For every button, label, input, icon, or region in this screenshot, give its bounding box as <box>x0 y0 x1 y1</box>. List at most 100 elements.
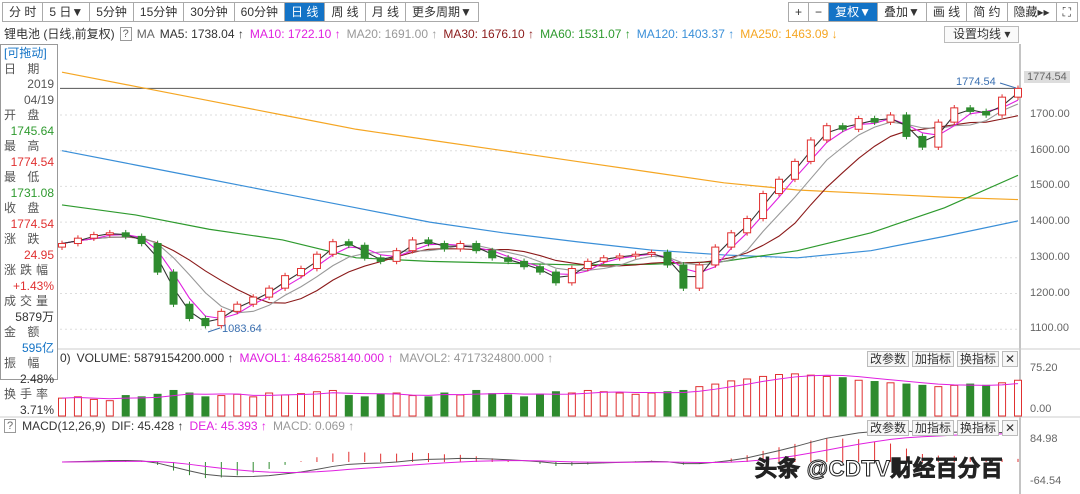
volume-bar <box>328 389 337 417</box>
candle <box>73 237 82 245</box>
volume-bar <box>711 383 720 417</box>
candle <box>376 257 385 262</box>
candle <box>392 250 401 262</box>
candle <box>966 107 975 112</box>
macd-value: DEA: 45.393 ↑ <box>189 419 267 433</box>
toolbar-button[interactable]: − <box>809 2 830 22</box>
candle <box>169 271 178 305</box>
period-tab[interactable]: 月 线 <box>365 2 407 22</box>
ma-value: MA5: 1738.04 ↑ <box>159 26 244 41</box>
candle <box>647 251 656 255</box>
period-tab[interactable]: 5 日▼ <box>43 2 91 22</box>
price-axis-label: 1600.00 <box>1030 143 1070 156</box>
candle <box>759 193 768 220</box>
candle <box>886 114 895 123</box>
candle <box>727 232 736 248</box>
volume-bar <box>838 377 847 417</box>
volume-bar <box>775 374 783 417</box>
volume-bar <box>376 393 385 417</box>
candle <box>440 243 449 250</box>
candle <box>536 266 544 273</box>
candle <box>424 239 433 245</box>
panel-button[interactable]: 改参数 <box>867 351 910 367</box>
price-axis-label: 1700.00 <box>1030 108 1070 120</box>
period-tab[interactable]: 日 线 <box>285 2 326 22</box>
candle <box>998 96 1007 116</box>
info-value-2: 04/19 <box>23 92 54 107</box>
period-tab[interactable]: 30分钟 <box>184 2 235 22</box>
help-button[interactable]: ? <box>119 26 132 41</box>
period-tab[interactable]: 周 线 <box>325 2 366 22</box>
candle <box>201 317 210 327</box>
panel-button[interactable]: 换指标 <box>957 351 1000 367</box>
panel-button[interactable]: ✕ <box>1002 420 1019 436</box>
info-value: 2019 <box>27 77 54 91</box>
toolbar-button[interactable]: + <box>788 2 810 22</box>
info-value: 1774.54 <box>10 154 54 169</box>
volume-header: 0) VOLUME: 5879154200.000 ↑ MAVOL1: 48462… <box>60 351 553 365</box>
panel-button[interactable]: ✕ <box>1002 351 1019 367</box>
dif-line <box>61 429 1019 478</box>
period-tab[interactable]: 更多周期▼ <box>406 2 479 22</box>
toolbar-button[interactable]: 简 约 <box>967 2 1008 22</box>
candle <box>58 243 66 248</box>
info-panel[interactable]: [可拖动] 日 期 2019 04/19 开 盘 1745.64 最 高 1774.54 最 … <box>0 44 58 417</box>
panel-button[interactable]: 加指标 <box>912 420 955 436</box>
ma-label: MA <box>136 26 155 41</box>
period-tab[interactable]: 5分钟 <box>90 2 134 22</box>
candle <box>822 125 831 141</box>
candle <box>217 310 226 327</box>
toolbar-button[interactable]: 复权▼ <box>829 2 878 22</box>
info-label: 最 低 <box>4 170 44 184</box>
panel-button[interactable]: 改参数 <box>867 420 910 436</box>
toolbar-button[interactable]: 隐藏▸▸ <box>1007 2 1057 22</box>
candle <box>775 178 783 195</box>
info-value: 3.71% <box>19 402 54 417</box>
candle <box>567 268 576 284</box>
ma-value: MA10: 1722.10 ↑ <box>249 26 341 41</box>
macd-header: ? MACD(12,26,9) DIF: 45.428 ↑ DEA: 45.393 … <box>4 419 354 433</box>
info-label: 振 幅 <box>4 356 44 370</box>
volume-bar <box>488 393 497 417</box>
volume-bar <box>615 392 624 417</box>
candle <box>360 244 369 259</box>
candle <box>344 241 353 246</box>
ma30-line <box>61 115 1019 304</box>
volume-bar <box>934 386 943 417</box>
ma-value: MA20: 1691.00 ↑ <box>346 26 438 41</box>
volume-bar <box>663 391 672 417</box>
macd-axis-max: 84.98 <box>1030 433 1058 445</box>
candle <box>599 257 608 262</box>
volume-bar <box>902 383 911 417</box>
volume-bar <box>551 391 560 417</box>
panel-button[interactable]: 换指标 <box>957 420 1000 436</box>
candle <box>456 243 465 250</box>
volume-bar <box>870 381 879 417</box>
price-axis-label: 1500.00 <box>1030 179 1070 192</box>
volume-bar <box>105 400 114 417</box>
volume-value: VOLUME: 5879154200.000 ↑ <box>76 351 234 365</box>
info-label: 日 期 <box>4 61 44 76</box>
macd-help-button[interactable]: ? <box>4 419 17 433</box>
period-tab[interactable]: 15分钟 <box>133 2 185 22</box>
set-ma-button[interactable]: 设置均线 ▾ <box>944 26 1020 43</box>
candle <box>488 250 497 259</box>
toolbar-button[interactable]: 叠加▼ <box>877 2 927 22</box>
info-value: +1.43% <box>12 278 54 293</box>
info-label: 开 盘 <box>4 108 44 122</box>
period-tab[interactable]: 60分钟 <box>234 2 285 22</box>
toolbar-button[interactable]: ⛶ <box>1056 2 1078 22</box>
volume-bar <box>599 391 608 417</box>
period-tab[interactable]: 分 时 <box>2 2 44 22</box>
volume-axis-min: 0.00 <box>1030 403 1052 415</box>
volume-bar <box>806 374 815 417</box>
info-label: 收 盘 <box>4 201 44 215</box>
toolbar-button[interactable]: 画 线 <box>926 2 968 22</box>
volume-bar <box>536 393 544 417</box>
volume-bar <box>886 382 895 417</box>
candle <box>934 121 943 148</box>
candle <box>89 234 98 239</box>
panel-button[interactable]: 加指标 <box>912 351 955 367</box>
